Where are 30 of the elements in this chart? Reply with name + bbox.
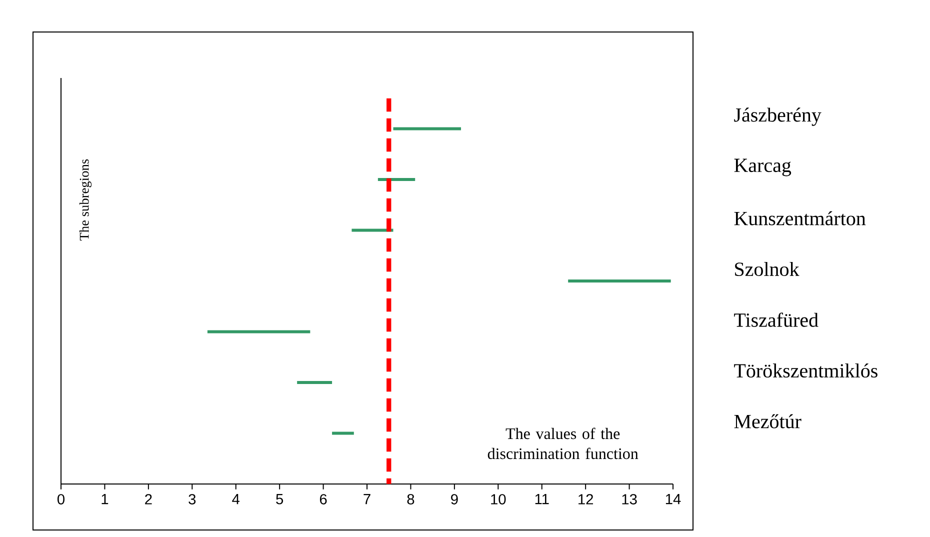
x-tick-label: 13 (622, 494, 637, 504)
x-tick-label: 12 (578, 494, 593, 504)
x-tick-label: 2 (145, 494, 152, 504)
y-tick-label: Törökszentmiklós (734, 363, 878, 378)
x-tick-label: 4 (232, 494, 240, 504)
y-axis-title: The subregions (79, 159, 92, 240)
x-tick-label: 11 (535, 494, 549, 504)
x-tick-label: 1 (102, 494, 108, 504)
bar (297, 380, 332, 384)
x-tick-label: 8 (407, 494, 414, 504)
x-tick-label: 6 (320, 494, 327, 504)
y-tick-label: Tiszafüred (734, 312, 818, 327)
bar (332, 432, 354, 435)
x-tick-label: 0 (57, 494, 64, 504)
x-tick-label: 7 (364, 494, 370, 504)
y-tick-label: Kunszentmárton (734, 211, 866, 226)
bar (352, 228, 394, 232)
bar (568, 279, 671, 283)
y-tick-label: Szolnok (735, 262, 800, 276)
x-tick-label: 10 (491, 494, 506, 504)
x-axis-title: The values of the discrimination function (488, 428, 638, 460)
bar (393, 127, 461, 130)
x-tick-label: 5 (276, 494, 284, 504)
x-tick-label: 9 (451, 494, 458, 504)
y-tick-label: Jászberény (734, 108, 822, 126)
x-tick-label: 3 (188, 494, 196, 504)
y-tick-label: Karcag (734, 158, 792, 176)
x-tick-label: 14 (666, 494, 681, 504)
bar (207, 330, 310, 334)
y-tick-label: Mezőtúr (734, 414, 802, 428)
